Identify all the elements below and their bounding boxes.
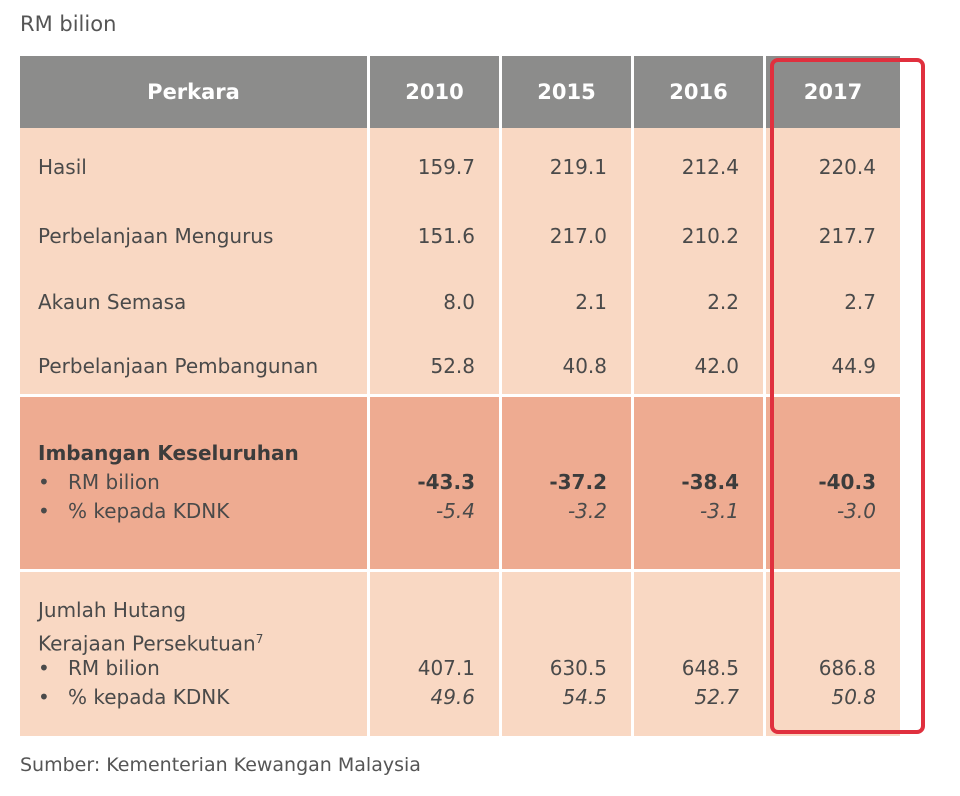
debt-label-cell: Jumlah Hutang Kerajaan Persekutuan7 • RM …	[20, 572, 370, 736]
balance-pct-value: -3.0	[836, 499, 876, 523]
debt-bullet-pct: •% kepada KDNK	[38, 685, 230, 709]
debt-values-2017: 686.8 50.8	[766, 572, 900, 736]
balance-values-2015: -37.2 -3.2	[502, 397, 634, 569]
row-value: 151.6	[370, 200, 502, 266]
table-row: Akaun Semasa 8.0 2.1 2.2 2.7	[20, 266, 900, 332]
table-row: Perbelanjaan Pembangunan 52.8 40.8 42.0 …	[20, 332, 900, 394]
source-note: Sumber: Kementerian Kewangan Malaysia	[20, 754, 421, 776]
header-year-2016: 2016	[634, 56, 766, 128]
row-label: Hasil	[20, 128, 370, 200]
header-year-2017: 2017	[766, 56, 900, 128]
balance-bullet-pct: •% kepada KDNK	[38, 499, 230, 523]
balance-rm-value: -43.3	[417, 470, 475, 494]
debt-pct-value: 50.8	[831, 685, 876, 709]
balance-values-2016: -38.4 -3.1	[634, 397, 766, 569]
row-label: Perbelanjaan Mengurus	[20, 200, 370, 266]
row-label: Perbelanjaan Pembangunan	[20, 332, 370, 394]
row-value: 40.8	[502, 332, 634, 394]
balance-values-2010: -43.3 -5.4	[370, 397, 502, 569]
debt-rm-value: 630.5	[549, 656, 607, 680]
balance-title: Imbangan Keseluruhan	[38, 441, 299, 465]
row-value: 220.4	[766, 128, 900, 200]
table-row: Perbelanjaan Mengurus 151.6 217.0 210.2 …	[20, 200, 900, 266]
debt-values-2015: 630.5 54.5	[502, 572, 634, 736]
balance-rm-value: -38.4	[681, 470, 739, 494]
debt-bullet-rm: • RM bilion	[38, 656, 160, 680]
row-label: Akaun Semasa	[20, 266, 370, 332]
row-value: 2.7	[766, 266, 900, 332]
row-divider	[20, 569, 900, 572]
debt-rm-value: 686.8	[818, 656, 876, 680]
balance-rm-value: -40.3	[818, 470, 876, 494]
balance-row: Imbangan Keseluruhan • RM bilion •% kepad…	[20, 397, 900, 569]
balance-bullet-rm: • RM bilion	[38, 470, 160, 494]
row-value: 217.7	[766, 200, 900, 266]
row-value: 217.0	[502, 200, 634, 266]
debt-row: Jumlah Hutang Kerajaan Persekutuan7 • RM …	[20, 572, 900, 736]
debt-pct-value: 54.5	[562, 685, 607, 709]
row-value: 219.1	[502, 128, 634, 200]
debt-rm-value: 648.5	[681, 656, 739, 680]
row-value: 2.2	[634, 266, 766, 332]
row-value: 212.4	[634, 128, 766, 200]
balance-pct-value: -3.1	[699, 499, 739, 523]
table-header: Perkara 2010 2015 2016 2017	[20, 56, 900, 128]
fiscal-table: Perkara 2010 2015 2016 2017 Hasil 159.7 …	[20, 56, 900, 736]
unit-label: RM bilion	[20, 12, 117, 36]
header-year-2010: 2010	[370, 56, 502, 128]
row-value: 44.9	[766, 332, 900, 394]
debt-values-2016: 648.5 52.7	[634, 572, 766, 736]
table-row: Hasil 159.7 219.1 212.4 220.4	[20, 128, 900, 200]
balance-label-cell: Imbangan Keseluruhan • RM bilion •% kepad…	[20, 397, 370, 569]
row-value: 2.1	[502, 266, 634, 332]
debt-title-line2: Kerajaan Persekutuan7	[38, 631, 264, 656]
row-value: 42.0	[634, 332, 766, 394]
row-value: 8.0	[370, 266, 502, 332]
balance-values-2017: -40.3 -3.0	[766, 397, 900, 569]
row-value: 210.2	[634, 200, 766, 266]
highlight-box-2017	[770, 58, 925, 734]
debt-rm-value: 407.1	[417, 656, 475, 680]
debt-title-line1: Jumlah Hutang	[38, 598, 187, 622]
row-value: 159.7	[370, 128, 502, 200]
balance-pct-value: -3.2	[567, 499, 607, 523]
header-year-2015: 2015	[502, 56, 634, 128]
footnote-marker: 7	[255, 632, 264, 646]
row-divider	[20, 394, 900, 397]
debt-pct-value: 49.6	[430, 685, 475, 709]
balance-pct-value: -5.4	[435, 499, 475, 523]
row-value: 52.8	[370, 332, 502, 394]
header-item: Perkara	[20, 56, 370, 128]
debt-pct-value: 52.7	[694, 685, 739, 709]
debt-values-2010: 407.1 49.6	[370, 572, 502, 736]
balance-rm-value: -37.2	[549, 470, 607, 494]
